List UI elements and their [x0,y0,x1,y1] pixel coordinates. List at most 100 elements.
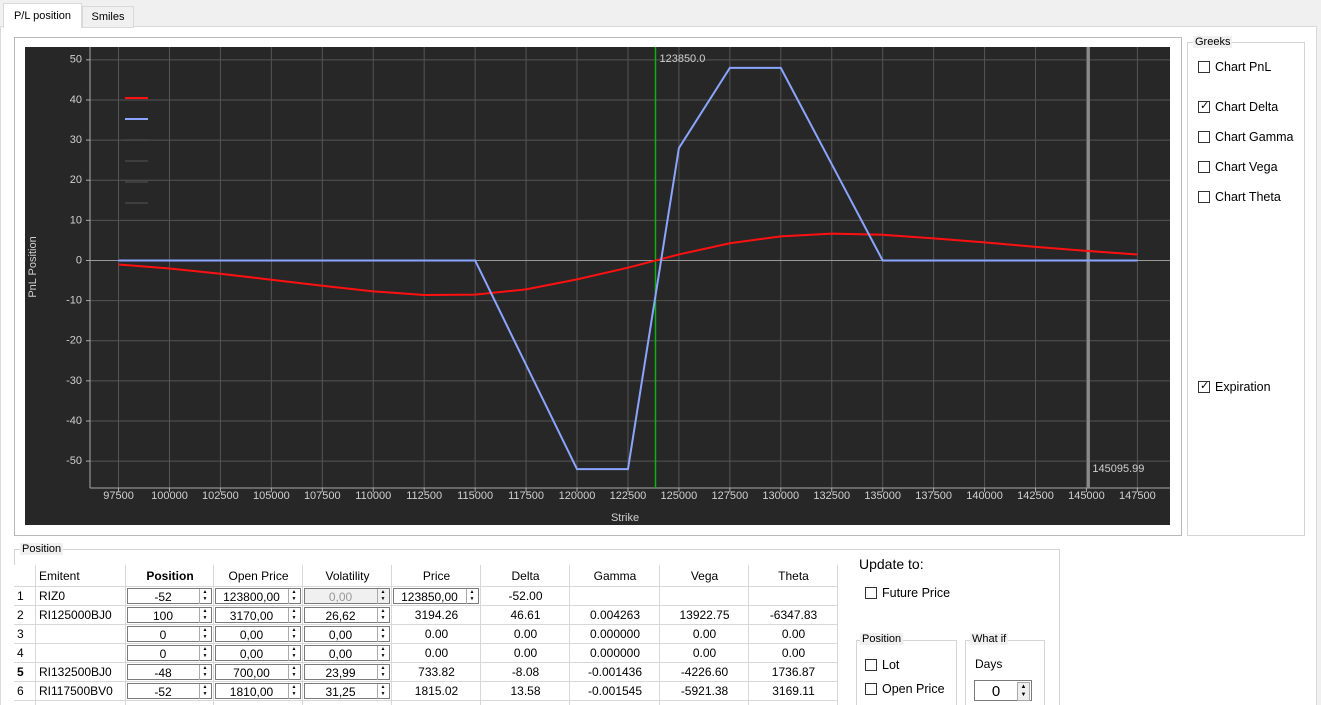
table-cell: Gamma [570,565,660,587]
cell-text: -52 [154,685,172,699]
marker-label: 123850.0 [659,53,705,65]
tab[interactable]: P/L position [3,3,82,28]
table-cell: 1736.87 [749,663,838,682]
table-cell: -52.00 [481,587,570,606]
group-title: Position [860,633,904,645]
table-cell: Volatility [303,565,392,587]
spinner-arrows[interactable]: ▲ ▼ [288,589,299,604]
days-spinner[interactable]: 0 ▲ ▼ [974,680,1032,701]
table-cell: 3194.26 [392,606,481,625]
table-cell: 1815.02 [392,682,481,701]
cell-text: 4 [17,646,24,660]
spin-input[interactable]: 0,00 ▲ ▼ [304,588,390,604]
spin-input[interactable]: 0,00 ▲ ▼ [215,626,301,642]
cell-text: -52 [154,590,172,604]
cell-text: 5 [17,665,24,679]
group-title: Greeks [1193,36,1233,48]
group-title: Position [20,543,64,555]
table-cell [749,587,838,606]
checkbox-label: Chart Gamma [1215,130,1294,144]
spin-input[interactable]: 0,00 ▲ ▼ [215,645,301,661]
x-tick-label: 97500 [103,490,134,502]
x-tick-label: 110000 [355,490,391,502]
check-mark: ✓ [1200,380,1210,392]
tab[interactable]: Smiles [82,6,134,28]
table-cell: -4226.60 [660,663,749,682]
y-tick-label: 20 [70,174,82,186]
x-tick-label: 140000 [966,490,1003,502]
spinner-arrows[interactable]: ▲ ▼ [377,608,388,623]
checkbox-label: Chart Vega [1215,160,1278,174]
spin-input[interactable]: 23,99 ▲ ▼ [304,664,390,680]
spin-input[interactable]: -52 ▲ ▼ [127,588,212,604]
spin-input[interactable]: 26,62 ▲ ▼ [304,607,390,623]
checkbox-label: Expiration [1215,380,1271,394]
cell-text: 13.58 [510,684,541,698]
spinner-arrows[interactable]: ▲ ▼ [199,608,210,623]
spin-input[interactable]: 100 ▲ ▼ [127,607,212,623]
spin-input[interactable]: 0,00 ▲ ▼ [304,645,390,661]
spinner-arrows[interactable]: ▲ ▼ [377,684,388,699]
cell-text: 0,00 [328,647,353,661]
table-cell: 23,99 ▲ ▼ [303,663,392,682]
table-cell: 0,00 ▲ ▼ [214,625,303,644]
cell-text: 0.00 [781,646,806,660]
spinner-arrows[interactable]: ▲ ▼ [1017,682,1030,701]
checkbox[interactable] [865,587,877,599]
checkbox[interactable] [865,683,877,695]
spin-input[interactable]: 0 ▲ ▼ [127,645,212,661]
cell-text: 0 [159,647,167,661]
spinner-arrows[interactable]: ▲ ▼ [288,665,299,680]
spinner-arrows[interactable]: ▲ ▼ [377,665,388,680]
table-cell: RI132500BJ0 [36,663,126,682]
checkbox[interactable] [1198,161,1210,173]
cell-text: 3 [17,627,24,641]
spin-input[interactable]: -48 ▲ ▼ [127,664,212,680]
spinner-arrows[interactable]: ▲ ▼ [466,589,477,604]
checkbox[interactable] [865,659,877,671]
x-tick-label: 100000 [151,490,188,502]
spin-input[interactable]: 0 ▲ ▼ [127,626,212,642]
spinner-arrows[interactable]: ▲ ▼ [199,627,210,642]
column-header: Theta [778,569,809,583]
checkbox[interactable]: ✓ [1198,100,1210,113]
column-header: Vega [690,569,719,583]
spinner-arrows[interactable]: ▲ ▼ [377,627,388,642]
spin-input[interactable]: 123850,00 ▲ ▼ [393,588,479,604]
spinner-arrows[interactable]: ▲ ▼ [288,684,299,699]
spin-input[interactable]: 3170,00 ▲ ▼ [215,607,301,623]
spinner-arrows[interactable]: ▲ ▼ [377,589,388,604]
spin-input[interactable]: 123800,00 ▲ ▼ [215,588,301,604]
table-cell [570,701,660,705]
cell-text: -4226.60 [680,665,729,679]
update-title: Update to: [859,556,924,572]
x-tick-label: 120000 [559,490,596,502]
checkbox[interactable] [1198,61,1210,73]
spinner-arrows[interactable]: ▲ ▼ [199,589,210,604]
checkbox[interactable] [1198,191,1210,203]
table-cell: 0.004263 [570,606,660,625]
checkbox[interactable]: ✓ [1198,380,1210,393]
checkbox[interactable] [1198,131,1210,143]
cell-text: 26,62 [325,609,356,623]
table-cell: Theta [749,565,838,587]
spinner-arrows[interactable]: ▲ ▼ [288,646,299,661]
spinner-arrows[interactable]: ▲ ▼ [199,665,210,680]
table-cell [481,701,570,705]
cell-text: 100 [152,609,174,623]
spinner-arrows[interactable]: ▲ ▼ [199,684,210,699]
spin-input[interactable]: 700,00 ▲ ▼ [215,664,301,680]
x-tick-label: 115000 [457,490,493,502]
spinner-arrows[interactable]: ▲ ▼ [288,627,299,642]
spinner-arrows[interactable]: ▲ ▼ [377,646,388,661]
spin-input[interactable]: 31,25 ▲ ▼ [304,683,390,699]
table-cell: RIZ0 [36,587,126,606]
spin-input[interactable]: 0,00 ▲ ▼ [304,626,390,642]
spinner-arrows[interactable]: ▲ ▼ [288,608,299,623]
spin-input[interactable]: -52 ▲ ▼ [127,683,212,699]
spin-input[interactable]: 1810,00 ▲ ▼ [215,683,301,699]
cell-text: 1810,00 [229,685,274,699]
cell-text: -6347.83 [769,608,818,622]
spinner-arrows[interactable]: ▲ ▼ [199,646,210,661]
cell-text: 0.00 [513,646,538,660]
